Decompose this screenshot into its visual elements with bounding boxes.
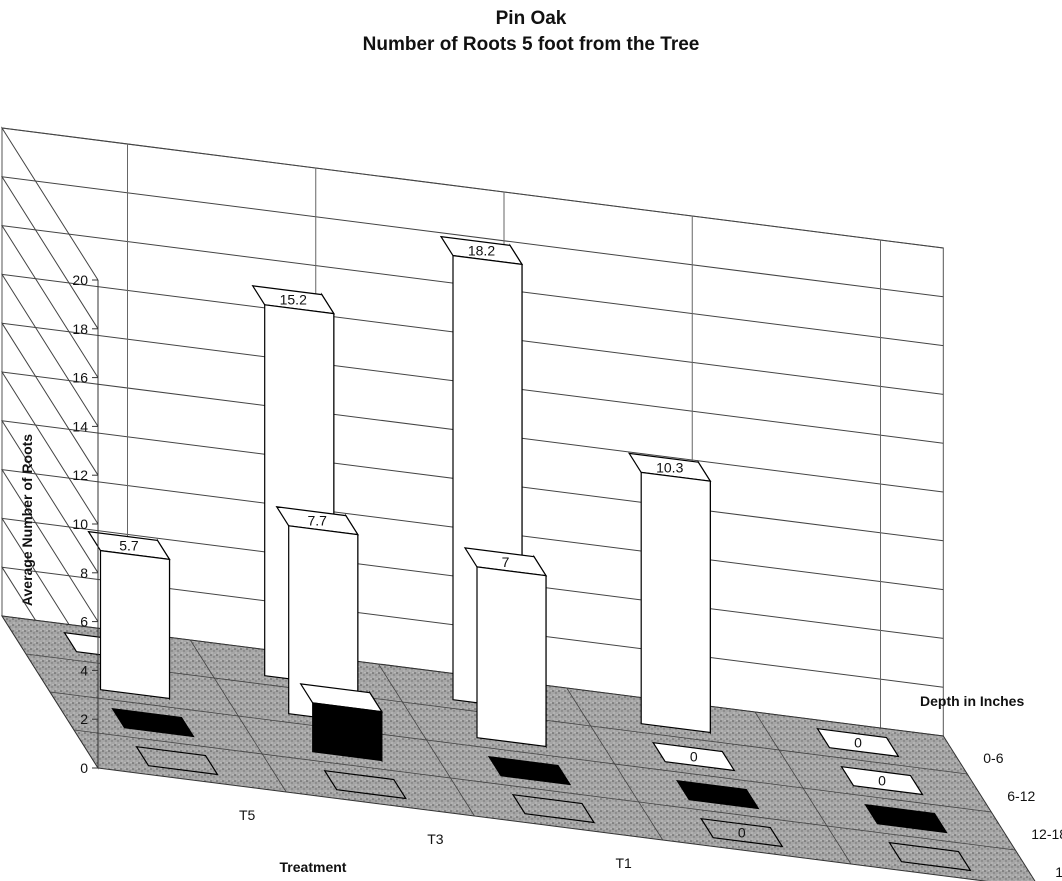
x-tick-label: T5	[239, 807, 256, 823]
bar-T4-18-24	[700, 817, 784, 848]
bar-T4-6-12	[652, 741, 736, 772]
y-tick-label: 8	[80, 565, 88, 581]
z-tick-label: 0-6	[983, 750, 1003, 766]
data-label: 7	[502, 554, 510, 570]
bar-zero-tile	[652, 741, 736, 772]
bar-zero-tile	[111, 707, 195, 738]
y-tick-label: 6	[80, 614, 88, 630]
data-label: 7.7	[308, 513, 328, 529]
bar-T5-18-24	[135, 745, 219, 776]
floor-gridline	[754, 711, 852, 865]
chart-floor-plane	[1, 615, 1036, 881]
bar-zero-tile	[700, 817, 784, 848]
gridline	[1, 322, 944, 476]
y-axis-title: Average Number of Roots	[19, 434, 35, 606]
gridline	[1, 127, 944, 281]
y-tick-label: 20	[72, 272, 88, 288]
floor-gridline	[73, 729, 1016, 851]
bar-front-face	[476, 566, 547, 748]
bar-T3-18-24	[323, 769, 407, 800]
chart-bars: 15.2 18.2 10.3 0 5.7 7.7 7 0 0 0	[63, 235, 972, 872]
chart-floor	[1, 615, 1036, 881]
bar-T2-6-12	[840, 765, 924, 796]
y-tick-label: 12	[72, 467, 88, 483]
gridline	[1, 420, 944, 574]
chart-title: Pin Oak	[495, 8, 567, 29]
bar-T2-12-18	[864, 803, 948, 834]
y-tick-label: 4	[80, 662, 88, 678]
bar-T4-0-6	[628, 452, 712, 735]
chart-tick-labels: 02468101214161820T5T3T1T4T20-66-1212-181…	[19, 272, 1062, 881]
x-axis-title: Treatment	[280, 859, 347, 875]
x-tick-label: T1	[615, 855, 632, 871]
chart-subtitle: Number of Roots 5 foot from the Tree	[362, 34, 700, 55]
gridline	[1, 468, 944, 622]
bar-zero-tile	[888, 841, 972, 872]
y-tick-label: 18	[72, 321, 88, 337]
bar-zero-tile	[816, 727, 900, 758]
bar-T5-12-18	[111, 707, 195, 738]
gridline	[1, 224, 944, 378]
data-label: 15.2	[280, 292, 307, 308]
data-label: 0	[738, 825, 746, 841]
y-tick-label: 16	[72, 370, 88, 386]
y-tick-label: 2	[80, 711, 88, 727]
y-tick-label: 14	[72, 418, 88, 434]
z-axis-title: Depth in Inches	[920, 693, 1024, 709]
data-label: 5.7	[119, 538, 139, 554]
data-label: 0	[690, 749, 698, 765]
data-label: 0	[854, 735, 862, 751]
bar-front-face	[312, 702, 383, 762]
z-tick-label: 18-24	[1055, 864, 1062, 880]
bar-zero-tile	[323, 769, 407, 800]
bar-front-face	[640, 471, 711, 734]
z-tick-label: 6-12	[1007, 788, 1035, 804]
data-label: 10.3	[656, 459, 683, 475]
bar-zero-tile	[135, 745, 219, 776]
chart-title-block: Pin Oak Number of Roots 5 foot from the …	[0, 6, 1062, 58]
gridline	[1, 517, 944, 671]
z-tick-label: 12-18	[1031, 826, 1062, 842]
bar-front-face	[99, 549, 171, 700]
bar-T3-12-18	[299, 683, 383, 763]
y-tick-label: 0	[80, 760, 88, 776]
gridline	[1, 176, 944, 330]
bar-T2-0-6	[816, 727, 900, 758]
bar-T5-6-12	[87, 530, 171, 701]
gridline	[1, 371, 944, 525]
bar-T2-18-24	[888, 841, 972, 872]
bar-zero-tile	[864, 803, 948, 834]
bar-T1-6-12	[463, 547, 548, 749]
floor-gridline	[378, 663, 475, 817]
bar-zero-tile	[511, 793, 596, 824]
bar-zero-tile	[840, 765, 924, 796]
bar-zero-tile	[676, 779, 760, 810]
bar-T3-6-12	[275, 506, 359, 725]
gridline	[1, 273, 944, 427]
bar-zero-tile	[487, 755, 572, 786]
x-tick-label: T3	[427, 831, 444, 847]
bar-T1-12-18	[487, 755, 572, 786]
data-label: 0	[878, 773, 886, 789]
y-tick-label: 10	[72, 516, 88, 532]
floor-gridline	[566, 687, 664, 841]
bar-T4-12-18	[676, 779, 760, 810]
data-label: 18.2	[468, 243, 495, 259]
bar-T1-18-24	[511, 793, 596, 824]
x-tick-label: T4	[804, 879, 821, 881]
floor-gridline	[189, 639, 287, 793]
floor-gridline	[49, 691, 992, 813]
